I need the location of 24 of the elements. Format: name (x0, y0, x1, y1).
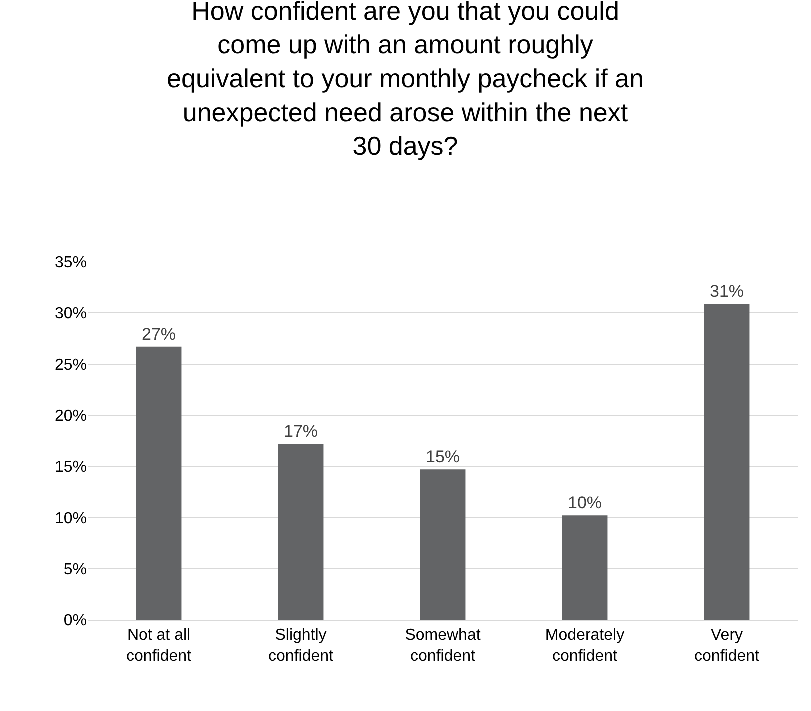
x-tick-label: Very confident (694, 627, 760, 665)
x-tick-label: Moderately confident (545, 627, 625, 665)
y-tick-label: 5% (64, 561, 87, 578)
x-tick-label: Somewhat confident (405, 627, 482, 665)
y-tick-label: 0% (64, 612, 87, 630)
bar (278, 444, 324, 620)
y-tick-label: 20% (54, 408, 87, 426)
bar (704, 304, 750, 620)
bar (562, 516, 608, 620)
x-tick-label: Not at all confident (126, 627, 192, 665)
data-label: 17% (284, 422, 318, 442)
bar (136, 346, 182, 620)
y-tick-label: 15% (54, 459, 87, 476)
data-label: 31% (710, 282, 744, 301)
y-tick-label: 35% (54, 254, 87, 272)
chart-title: How confident are you that you could come up with an amount roughly equivalent to your monthly paycheck if an unexpected need arose within the next 30 days? (167, 0, 644, 162)
y-tick-label: 30% (54, 306, 87, 323)
bar (420, 470, 466, 620)
data-label: 10% (568, 494, 602, 513)
y-tick-label: 10% (54, 510, 87, 528)
x-tick-label: Slightly confident (268, 627, 334, 665)
data-label: 27% (142, 324, 176, 344)
data-label: 15% (426, 448, 460, 467)
y-tick-label: 25% (54, 356, 87, 374)
